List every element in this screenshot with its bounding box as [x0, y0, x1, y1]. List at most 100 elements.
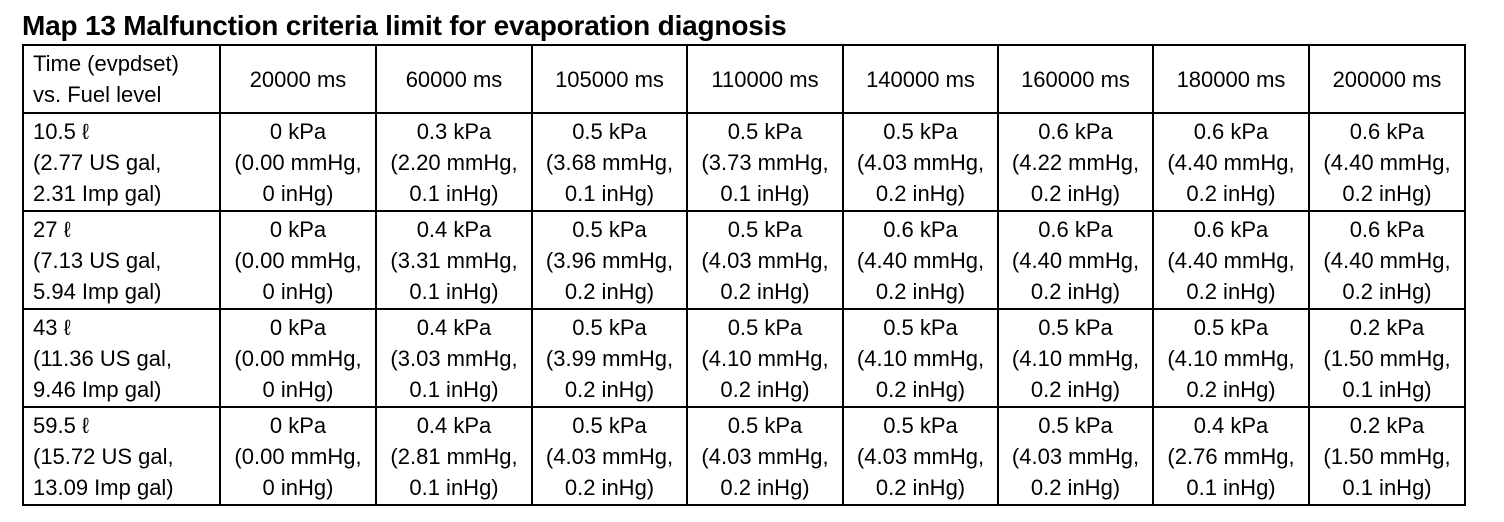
- pressure-cell: 0.6 kPa (4.40 mmHg, 0.2 inHg): [1152, 210, 1310, 310]
- pressure-line: 0.5 kPa: [1038, 314, 1113, 340]
- pressure-line: 0.2 kPa: [1349, 412, 1425, 438]
- pressure-cell: 0.5 kPa (4.10 mmHg, 0.2 inHg): [997, 308, 1154, 408]
- pressure-line: 0.2 inHg): [720, 474, 810, 500]
- pressure-line: 0.3 kPa: [416, 118, 492, 144]
- pressure-cell: 0.6 kPa (4.22 mmHg, 0.2 inHg): [997, 112, 1154, 212]
- pressure-line: 0.1 inHg): [1342, 474, 1432, 500]
- pressure-line: 0 kPa: [269, 412, 327, 438]
- pressure-line: 0.1 inHg): [564, 180, 655, 206]
- pressure-line: (0.00 mmHg,: [234, 149, 362, 175]
- pressure-line: 0.1 inHg): [409, 180, 499, 206]
- pressure-line: 0.2 inHg): [720, 278, 810, 304]
- pressure-line: 0.5 kPa: [883, 118, 958, 144]
- table-row: 59.5 ℓ (15.72 US gal, 13.09 Imp gal) 0 kPa (…: [22, 406, 1466, 506]
- pressure-line: 0.6 kPa: [1038, 216, 1113, 242]
- pressure-cell: 0.2 kPa (1.50 mmHg, 0.1 inHg): [1308, 406, 1466, 506]
- pressure-line: 0.5 kPa: [883, 412, 958, 438]
- pressure-line: (4.03 mmHg,: [701, 443, 829, 469]
- pressure-line: (1.50 mmHg,: [1323, 443, 1451, 469]
- pressure-line: 0.4 kPa: [1193, 412, 1269, 438]
- pressure-line: 0.2 inHg): [875, 180, 966, 206]
- pressure-cell: 0.5 kPa (4.03 mmHg, 0.2 inHg): [531, 406, 688, 506]
- column-header: 160000 ms: [997, 44, 1154, 114]
- pressure-cell: 0.5 kPa (3.73 mmHg, 0.1 inHg): [686, 112, 844, 212]
- fuel-level-line: (2.77 US gal,: [33, 149, 162, 175]
- column-header: 200000 ms: [1308, 44, 1466, 114]
- pressure-line: 0.6 kPa: [883, 216, 958, 242]
- pressure-line: 0.5 kPa: [727, 216, 803, 242]
- pressure-line: 0.5 kPa: [572, 314, 647, 340]
- pressure-line: 0.1 inHg): [409, 474, 499, 500]
- pressure-line: (0.00 mmHg,: [234, 247, 362, 273]
- pressure-line: 0 inHg): [262, 376, 334, 402]
- pressure-line: 0.2 inHg): [1342, 278, 1432, 304]
- pressure-cell: 0.3 kPa (2.20 mmHg, 0.1 inHg): [375, 112, 533, 212]
- pressure-line: (4.40 mmHg,: [1323, 247, 1451, 273]
- pressure-line: (2.76 mmHg,: [1167, 443, 1295, 469]
- pressure-line: (4.22 mmHg,: [1011, 149, 1140, 175]
- pressure-line: 0.5 kPa: [572, 412, 647, 438]
- fuel-level-label: 10.5 ℓ (2.77 US gal, 2.31 Imp gal): [22, 112, 221, 212]
- pressure-line: (1.50 mmHg,: [1323, 345, 1451, 371]
- fuel-level-line: 43 ℓ: [33, 314, 71, 340]
- fuel-level-line: 5.94 Imp gal): [33, 278, 162, 304]
- pressure-line: 0.2 inHg): [1030, 474, 1121, 500]
- pressure-line: 0.2 inHg): [1030, 376, 1121, 402]
- pressure-cell: 0.5 kPa (3.99 mmHg, 0.2 inHg): [531, 308, 688, 408]
- pressure-line: 0.2 inHg): [1186, 278, 1276, 304]
- pressure-line: (4.40 mmHg,: [1167, 149, 1295, 175]
- pressure-line: 0.5 kPa: [572, 118, 647, 144]
- pressure-line: 0.5 kPa: [727, 118, 803, 144]
- pressure-line: (3.73 mmHg,: [701, 149, 829, 175]
- pressure-line: (3.31 mmHg,: [390, 247, 518, 273]
- pressure-line: 0.6 kPa: [1193, 216, 1269, 242]
- pressure-line: 0 kPa: [269, 314, 327, 340]
- fuel-level-line: 59.5 ℓ: [33, 412, 90, 438]
- pressure-line: 0.2 inHg): [564, 278, 655, 304]
- pressure-cell: 0 kPa (0.00 mmHg, 0 inHg): [219, 308, 377, 408]
- pressure-line: 0.2 inHg): [1030, 278, 1121, 304]
- fuel-level-line: 10.5 ℓ: [33, 118, 90, 144]
- pressure-line: 0 kPa: [269, 118, 327, 144]
- pressure-cell: 0.5 kPa (4.10 mmHg, 0.2 inHg): [686, 308, 844, 408]
- pressure-line: (4.10 mmHg,: [1167, 345, 1295, 371]
- fuel-level-label: 27 ℓ (7.13 US gal, 5.94 Imp gal): [22, 210, 221, 310]
- column-header: 105000 ms: [531, 44, 688, 114]
- pressure-line: 0.2 kPa: [1349, 314, 1425, 340]
- pressure-line: 0.2 inHg): [720, 376, 810, 402]
- pressure-line: 0.2 inHg): [1030, 180, 1121, 206]
- pressure-cell: 0.2 kPa (1.50 mmHg, 0.1 inHg): [1308, 308, 1466, 408]
- pressure-line: 0 inHg): [262, 474, 334, 500]
- pressure-line: (0.00 mmHg,: [234, 443, 362, 469]
- pressure-line: 0.6 kPa: [1193, 118, 1269, 144]
- pressure-line: 0 inHg): [262, 180, 334, 206]
- pressure-line: (4.10 mmHg,: [856, 345, 985, 371]
- pressure-cell: 0.5 kPa (4.10 mmHg, 0.2 inHg): [1152, 308, 1310, 408]
- pressure-line: (0.00 mmHg,: [234, 345, 362, 371]
- pressure-cell: 0 kPa (0.00 mmHg, 0 inHg): [219, 406, 377, 506]
- pressure-cell: 0.6 kPa (4.40 mmHg, 0.2 inHg): [842, 210, 999, 310]
- column-header: 60000 ms: [375, 44, 533, 114]
- pressure-cell: 0.4 kPa (2.76 mmHg, 0.1 inHg): [1152, 406, 1310, 506]
- page-title: Map 13 Malfunction criteria limit for ev…: [22, 10, 787, 41]
- pressure-cell: 0.5 kPa (4.03 mmHg, 0.2 inHg): [686, 406, 844, 506]
- pressure-line: (2.81 mmHg,: [390, 443, 518, 469]
- pressure-cell: 0.6 kPa (4.40 mmHg, 0.2 inHg): [1308, 112, 1466, 212]
- pressure-cell: 0.5 kPa (4.03 mmHg, 0.2 inHg): [997, 406, 1154, 506]
- pressure-line: 0.5 kPa: [727, 314, 803, 340]
- pressure-line: 0.2 inHg): [1186, 180, 1276, 206]
- pressure-line: 0.1 inHg): [720, 180, 810, 206]
- pressure-cell: 0.5 kPa (3.96 mmHg, 0.2 inHg): [531, 210, 688, 310]
- pressure-cell: 0.5 kPa (4.03 mmHg, 0.2 inHg): [842, 406, 999, 506]
- pressure-line: (2.20 mmHg,: [390, 149, 518, 175]
- pressure-cell: 0.5 kPa (3.68 mmHg, 0.1 inHg): [531, 112, 688, 212]
- corner-header: Time (evpdset) vs. Fuel level: [22, 44, 221, 114]
- pressure-line: 0 kPa: [269, 216, 327, 242]
- pressure-line: 0.2 inHg): [875, 278, 966, 304]
- pressure-line: (3.96 mmHg,: [545, 247, 674, 273]
- pressure-line: (4.03 mmHg,: [856, 149, 985, 175]
- column-header: 110000 ms: [686, 44, 844, 114]
- table-row: 10.5 ℓ (2.77 US gal, 2.31 Imp gal) 0 kPa (0.…: [22, 112, 1466, 212]
- pressure-line: 0.5 kPa: [727, 412, 803, 438]
- pressure-line: (4.10 mmHg,: [1011, 345, 1140, 371]
